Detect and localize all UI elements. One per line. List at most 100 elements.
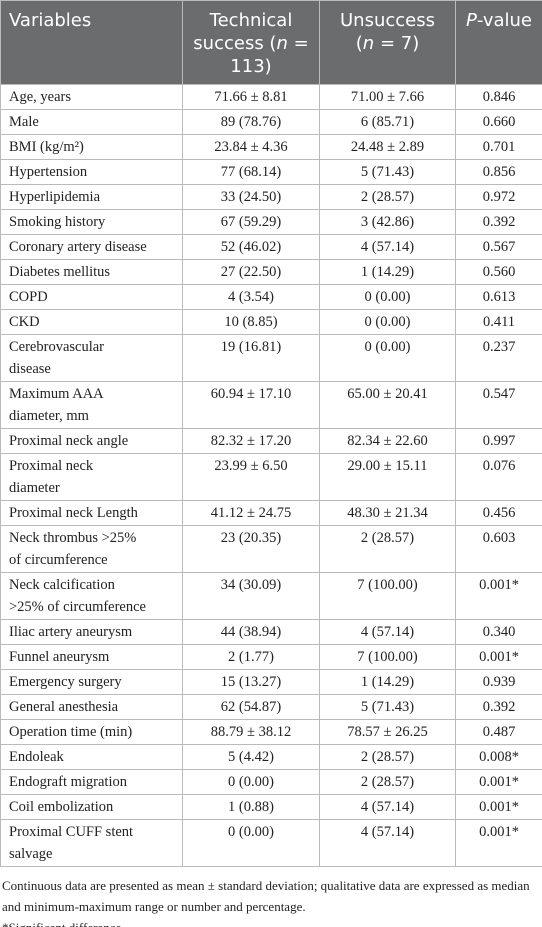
value-cell: 23.99 ± 6.50	[182, 453, 320, 501]
variable-text: General anesthesia	[9, 699, 119, 715]
variable-text: BMI (kg/m²)	[9, 139, 84, 155]
variable-cell: Smoking history	[0, 209, 183, 235]
table-body: Age, years 71.66 ± 8.81 71.00 ± 7.66 0.846 M…	[0, 84, 542, 867]
value-cell: 88.79 ± 38.12	[182, 719, 320, 745]
value-cell: 7 (100.00)	[319, 572, 456, 620]
variable-text: disease	[9, 361, 51, 377]
variable-text: of circumference	[9, 552, 108, 568]
value-cell: 1 (14.29)	[319, 669, 456, 695]
table-row: Coronary artery disease 52 (46.02) 4 (57.1…	[0, 234, 542, 260]
header-row: Variables Technical success (n = 113) Unsu…	[0, 0, 542, 85]
value-cell: 33 (24.50)	[182, 184, 320, 210]
variable-cell: Endoleak	[0, 744, 183, 770]
variable-text: Male	[9, 114, 39, 130]
value-cell: 2 (28.57)	[319, 184, 456, 210]
variable-cell: Neck thrombus >25% of circumference	[0, 525, 183, 573]
variable-text: salvage	[9, 846, 53, 862]
value-cell: 7 (100.00)	[319, 644, 456, 670]
table-row: Hypertension 77 (68.14) 5 (71.43) 0.856	[0, 159, 542, 185]
variable-cell: Endograft migration	[0, 769, 183, 795]
value-cell: 77 (68.14)	[182, 159, 320, 185]
header-cell: P-value	[455, 0, 542, 85]
table-row: Proximal neck angle 82.32 ± 17.20 82.34 ± …	[0, 428, 542, 454]
value-cell: 71.00 ± 7.66	[319, 84, 456, 110]
value-cell: 65.00 ± 20.41	[319, 381, 456, 429]
value-cell: 15 (13.27)	[182, 669, 320, 695]
value-cell: 4 (57.14)	[319, 819, 456, 867]
variable-text: COPD	[9, 289, 48, 305]
variable-text: Diabetes mellitus	[9, 264, 111, 280]
variable-cell: Diabetes mellitus	[0, 259, 183, 285]
value-cell: 0 (0.00)	[319, 309, 456, 335]
value-cell: 44 (38.94)	[182, 619, 320, 645]
header-text: n	[276, 33, 288, 54]
header-text: = 113)	[230, 33, 309, 77]
value-cell: 0.997	[455, 428, 542, 454]
value-cell: 0.001*	[455, 769, 542, 795]
value-cell: 29.00 ± 15.11	[319, 453, 456, 501]
variable-text: Hypertension	[9, 164, 88, 180]
variable-cell: Proximal neck Length	[0, 500, 183, 526]
value-cell: 82.32 ± 17.20	[182, 428, 320, 454]
value-cell: 3 (42.86)	[319, 209, 456, 235]
value-cell: 67 (59.29)	[182, 209, 320, 235]
variable-text: Cerebrovascular	[9, 339, 105, 355]
value-cell: 19 (16.81)	[182, 334, 320, 382]
table-row: Neck thrombus >25% of circumference 23 (20…	[0, 525, 542, 573]
table-row: Neck calcification >25% of circumference 3…	[0, 572, 542, 620]
value-cell: 0.701	[455, 134, 542, 160]
value-cell: 41.12 ± 24.75	[182, 500, 320, 526]
variable-cell: Cerebrovascular disease	[0, 334, 183, 382]
value-cell: 6 (85.71)	[319, 109, 456, 135]
value-cell: 4 (57.14)	[319, 794, 456, 820]
variable-cell: CKD	[0, 309, 183, 335]
variable-text: Neck thrombus >25%	[9, 530, 137, 546]
value-cell: 10 (8.85)	[182, 309, 320, 335]
value-cell: 2 (28.57)	[319, 769, 456, 795]
table-row: Age, years 71.66 ± 8.81 71.00 ± 7.66 0.846	[0, 84, 542, 110]
value-cell: 5 (71.43)	[319, 159, 456, 185]
variable-cell: Age, years	[0, 84, 183, 110]
variable-text: Smoking history	[9, 214, 106, 230]
value-cell: 5 (4.42)	[182, 744, 320, 770]
variable-text: >25% of circumference	[9, 599, 146, 615]
value-cell: 0.001*	[455, 572, 542, 620]
variable-text: Endograft migration	[9, 774, 127, 790]
variable-text: Operation time (min)	[9, 724, 133, 740]
variable-cell: Maximum AAA diameter, mm	[0, 381, 183, 429]
table-row: Endograft migration 0 (0.00) 2 (28.57) 0.00…	[0, 769, 542, 795]
variable-cell: Funnel aneurysm	[0, 644, 183, 670]
variable-text: Endoleak	[9, 749, 64, 765]
variable-cell: General anesthesia	[0, 694, 183, 720]
variable-cell: Emergency surgery	[0, 669, 183, 695]
variable-cell: Proximal neck diameter	[0, 453, 183, 501]
variable-text: Coronary artery disease	[9, 239, 147, 255]
value-cell: 0 (0.00)	[182, 769, 320, 795]
header-text: P	[465, 10, 477, 31]
value-cell: 0.972	[455, 184, 542, 210]
footnote: *Significant difference.	[2, 917, 540, 927]
header-text: -value	[476, 10, 533, 31]
variable-text: Hyperlipidemia	[9, 189, 101, 205]
value-cell: 27 (22.50)	[182, 259, 320, 285]
value-cell: 24.48 ± 2.89	[319, 134, 456, 160]
value-cell: 62 (54.87)	[182, 694, 320, 720]
table-row: Cerebrovascular disease 19 (16.81) 0 (0.00)…	[0, 334, 542, 382]
header-text: = 7)	[374, 33, 420, 54]
value-cell: 48.30 ± 21.34	[319, 500, 456, 526]
table-row: Funnel aneurysm 2 (1.77) 7 (100.00) 0.001*	[0, 644, 542, 670]
value-cell: 0.008*	[455, 744, 542, 770]
footnote: Continuous data are presented as mean ± …	[2, 878, 530, 914]
table-row: Proximal neck diameter 23.99 ± 6.50 29.00 ±…	[0, 453, 542, 501]
header-text: Technical success (	[193, 10, 293, 54]
value-cell: 78.57 ± 26.25	[319, 719, 456, 745]
table-row: COPD 4 (3.54) 0 (0.00) 0.613	[0, 284, 542, 310]
variable-cell: Neck calcification >25% of circumference	[0, 572, 183, 620]
header-cell: Variables	[0, 0, 183, 85]
value-cell: 0.411	[455, 309, 542, 335]
variable-text: Maximum AAA	[9, 386, 104, 402]
table-row: Endoleak 5 (4.42) 2 (28.57) 0.008*	[0, 744, 542, 770]
value-cell: 2 (28.57)	[319, 525, 456, 573]
value-cell: 4 (57.14)	[319, 234, 456, 260]
table-row: Iliac artery aneurysm 44 (38.94) 4 (57.14)…	[0, 619, 542, 645]
